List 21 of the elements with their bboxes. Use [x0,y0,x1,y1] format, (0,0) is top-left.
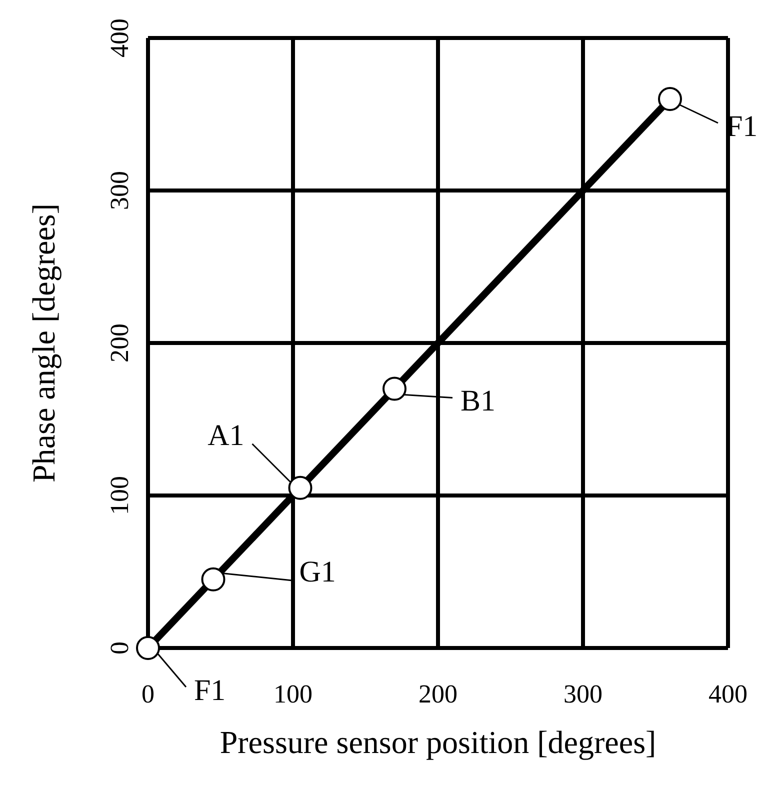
x-tick-label: 400 [708,679,748,708]
y-tick-label: 300 [105,171,134,210]
x-tick-label: 100 [274,679,312,708]
y-tick-label: 200 [105,324,134,362]
y-tick-label: 100 [105,476,134,515]
annotation: A1 [208,418,244,452]
annotation: G1 [299,555,336,588]
x-tick-label: 200 [418,679,458,708]
x-tick-label: 300 [564,679,602,708]
point [136,636,160,660]
point [382,376,406,401]
annotation: F1 [194,674,226,707]
y-tick-label: 0 [105,642,134,654]
y-axis-title: Phase angle [degrees] [25,204,62,482]
x-axis-title: Pressure sensor position [degrees] [220,724,656,760]
y-tick-label: 400 [105,18,134,58]
point [658,87,682,111]
point [201,567,226,592]
x-tick-label: 0 [142,679,154,708]
point [288,476,312,500]
annotation: B1 [460,384,496,418]
